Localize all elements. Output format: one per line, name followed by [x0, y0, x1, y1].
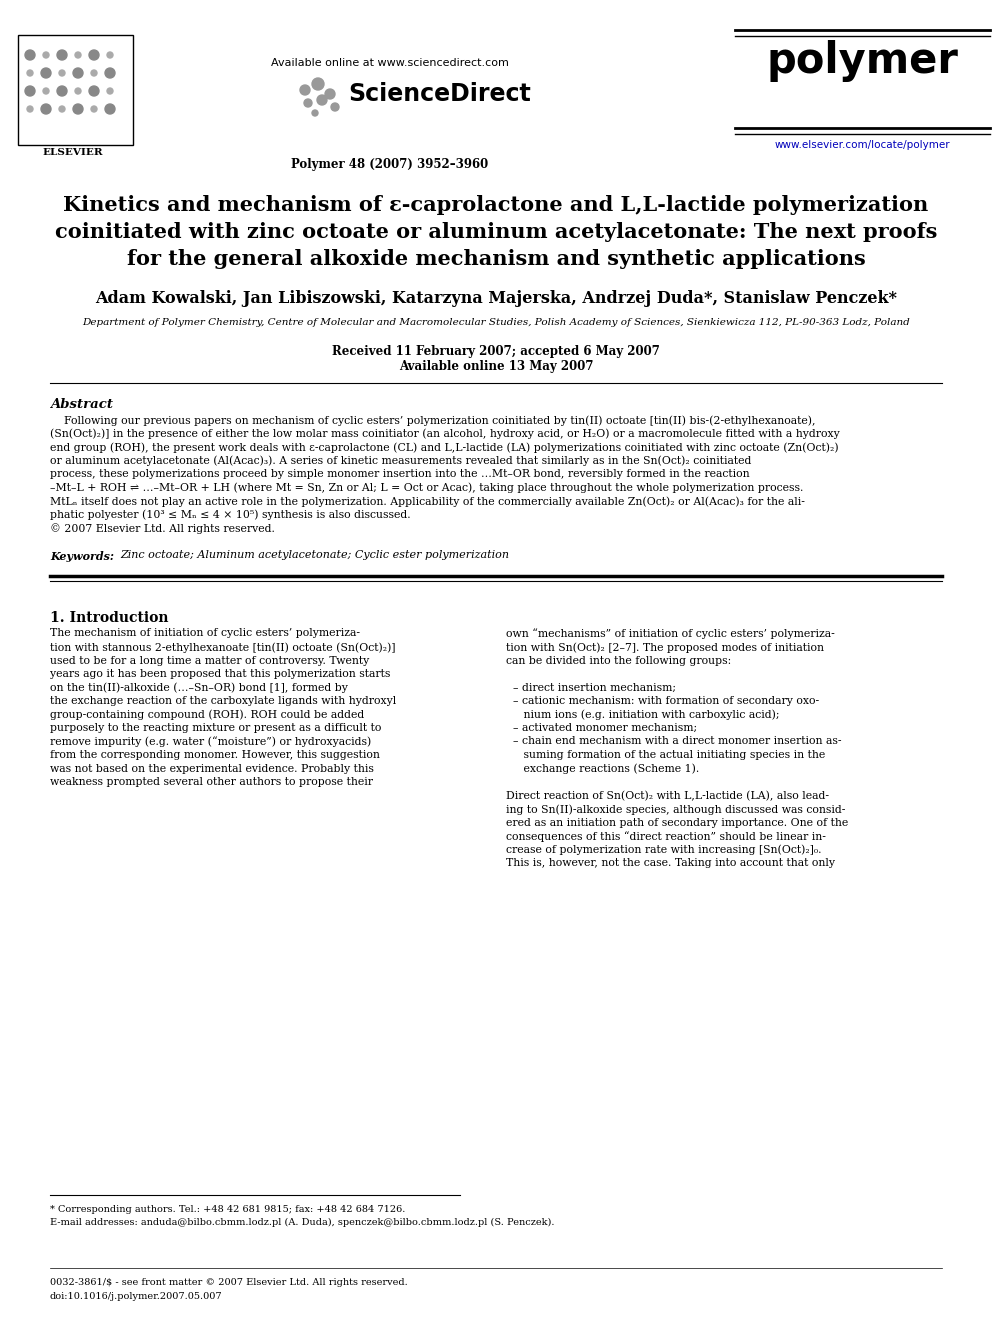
Text: was not based on the experimental evidence. Probably this: was not based on the experimental eviden… [50, 763, 374, 774]
Text: Received 11 February 2007; accepted 6 May 2007: Received 11 February 2007; accepted 6 Ma… [332, 345, 660, 359]
Text: suming formation of the actual initiating species in the: suming formation of the actual initiatin… [506, 750, 825, 759]
Circle shape [317, 95, 327, 105]
Text: ELSEVIER: ELSEVIER [43, 148, 103, 157]
Circle shape [312, 110, 318, 116]
Circle shape [105, 67, 115, 78]
Circle shape [325, 89, 335, 99]
Circle shape [89, 86, 99, 97]
Text: years ago it has been proposed that this polymerization starts: years ago it has been proposed that this… [50, 669, 391, 679]
Text: This is, however, not the case. Taking into account that only: This is, however, not the case. Taking i… [506, 859, 835, 868]
Bar [18, 34, 133, 146]
Circle shape [304, 99, 312, 107]
Circle shape [91, 70, 97, 75]
Text: ScienceDirect: ScienceDirect [348, 82, 531, 106]
Text: Available online 13 May 2007: Available online 13 May 2007 [399, 360, 593, 373]
Text: 1. Introduction: 1. Introduction [50, 610, 169, 624]
Text: ered as an initiation path of secondary importance. One of the: ered as an initiation path of secondary … [506, 818, 848, 827]
Text: for the general alkoxide mechanism and synthetic applications: for the general alkoxide mechanism and s… [127, 249, 865, 269]
Circle shape [105, 105, 115, 114]
Circle shape [107, 89, 113, 94]
Circle shape [59, 70, 65, 75]
Circle shape [312, 78, 324, 90]
Circle shape [57, 86, 67, 97]
Circle shape [43, 52, 49, 58]
Text: Zinc octoate; Aluminum acetylacetonate; Cyclic ester polymerization: Zinc octoate; Aluminum acetylacetonate; … [120, 550, 509, 561]
Circle shape [331, 103, 339, 111]
Text: group-containing compound (ROH). ROH could be added: group-containing compound (ROH). ROH cou… [50, 709, 364, 720]
Text: the exchange reaction of the carboxylate ligands with hydroxyl: the exchange reaction of the carboxylate… [50, 696, 396, 706]
Text: or aluminum acetylacetonate (Al(Acac)₃). A series of kinetic measurements reveal: or aluminum acetylacetonate (Al(Acac)₃).… [50, 455, 751, 466]
Text: nium ions (e.g. initiation with carboxylic acid);: nium ions (e.g. initiation with carboxyl… [506, 709, 780, 720]
Circle shape [73, 67, 83, 78]
Text: Available online at www.sciencedirect.com: Available online at www.sciencedirect.co… [271, 58, 509, 67]
Text: Polymer 48 (2007) 3952–3960: Polymer 48 (2007) 3952–3960 [292, 157, 489, 171]
Text: phatic polyester (10³ ≤ Mₙ ≤ 4 × 10⁵) synthesis is also discussed.: phatic polyester (10³ ≤ Mₙ ≤ 4 × 10⁵) sy… [50, 509, 411, 520]
Text: – cationic mechanism: with formation of secondary oxo-: – cationic mechanism: with formation of … [506, 696, 819, 706]
Circle shape [107, 52, 113, 58]
Text: coinitiated with zinc octoate or aluminum acetylacetonate: The next proofs: coinitiated with zinc octoate or aluminu… [55, 222, 937, 242]
Text: used to be for a long time a matter of controversy. Twenty: used to be for a long time a matter of c… [50, 655, 369, 665]
Text: Abstract: Abstract [50, 398, 113, 411]
Circle shape [25, 50, 35, 60]
Circle shape [75, 89, 81, 94]
Text: process, these polymerizations proceed by simple monomer insertion into the …Mt–: process, these polymerizations proceed b… [50, 468, 750, 479]
Text: Adam Kowalski, Jan Libiszowski, Katarzyna Majerska, Andrzej Duda*, Stanislaw Pen: Adam Kowalski, Jan Libiszowski, Katarzyn… [95, 290, 897, 307]
Text: exchange reactions (Scheme 1).: exchange reactions (Scheme 1). [506, 763, 699, 774]
Circle shape [25, 86, 35, 97]
Text: tion with Sn(Oct)₂ [2–7]. The proposed modes of initiation: tion with Sn(Oct)₂ [2–7]. The proposed m… [506, 642, 824, 652]
Circle shape [43, 89, 49, 94]
Text: crease of polymerization rate with increasing [Sn(Oct)₂]₀.: crease of polymerization rate with incre… [506, 844, 821, 855]
Text: ing to Sn(II)-alkoxide species, although discussed was consid-: ing to Sn(II)-alkoxide species, although… [506, 804, 845, 815]
Text: weakness prompted several other authors to propose their: weakness prompted several other authors … [50, 777, 373, 787]
Circle shape [41, 67, 51, 78]
Text: from the corresponding monomer. However, this suggestion: from the corresponding monomer. However,… [50, 750, 380, 759]
Circle shape [27, 106, 33, 112]
Text: Kinetics and mechanism of ε-caprolactone and L,L-lactide polymerization: Kinetics and mechanism of ε-caprolactone… [63, 194, 929, 216]
Text: Department of Polymer Chemistry, Centre of Molecular and Macromolecular Studies,: Department of Polymer Chemistry, Centre … [82, 318, 910, 327]
Text: MtLₙ itself does not play an active role in the polymerization. Applicability of: MtLₙ itself does not play an active role… [50, 496, 805, 507]
Circle shape [27, 70, 33, 75]
Circle shape [41, 105, 51, 114]
Text: Keywords:: Keywords: [50, 550, 114, 561]
Text: on the tin(II)-alkoxide (…–Sn–OR) bond [1], formed by: on the tin(II)-alkoxide (…–Sn–OR) bond [… [50, 683, 348, 693]
Text: 0032-3861/$ - see front matter © 2007 Elsevier Ltd. All rights reserved.: 0032-3861/$ - see front matter © 2007 El… [50, 1278, 408, 1287]
Text: polymer: polymer [766, 40, 958, 82]
Text: www.elsevier.com/locate/polymer: www.elsevier.com/locate/polymer [774, 140, 949, 149]
Text: – direct insertion mechanism;: – direct insertion mechanism; [506, 683, 676, 692]
Text: Direct reaction of Sn(Oct)₂ with L,L-lactide (LA), also lead-: Direct reaction of Sn(Oct)₂ with L,L-lac… [506, 791, 829, 800]
Text: consequences of this “direct reaction” should be linear in-: consequences of this “direct reaction” s… [506, 831, 826, 841]
Text: (Sn(Oct)₂)] in the presence of either the low molar mass coinitiator (an alcohol: (Sn(Oct)₂)] in the presence of either th… [50, 429, 840, 439]
Text: own “mechanisms” of initiation of cyclic esters’ polymeriza-: own “mechanisms” of initiation of cyclic… [506, 628, 834, 639]
Circle shape [59, 106, 65, 112]
Text: – chain end mechanism with a direct monomer insertion as-: – chain end mechanism with a direct mono… [506, 737, 841, 746]
Text: tion with stannous 2-ethylhexanoate [tin(II) octoate (Sn(Oct)₂)]: tion with stannous 2-ethylhexanoate [tin… [50, 642, 396, 652]
Text: –Mt–L + ROH ⇌ …–Mt–OR + LH (where Mt = Sn, Zn or Al; L = Oct or Acac), taking pl: –Mt–L + ROH ⇌ …–Mt–OR + LH (where Mt = S… [50, 483, 804, 493]
Text: end group (ROH), the present work deals with ε-caprolactone (CL) and L,L-lactide: end group (ROH), the present work deals … [50, 442, 838, 452]
Circle shape [89, 50, 99, 60]
Circle shape [75, 52, 81, 58]
Text: © 2007 Elsevier Ltd. All rights reserved.: © 2007 Elsevier Ltd. All rights reserved… [50, 523, 275, 533]
Text: can be divided into the following groups:: can be divided into the following groups… [506, 655, 731, 665]
Circle shape [91, 106, 97, 112]
Text: Following our previous papers on mechanism of cyclic esters’ polymerization coin: Following our previous papers on mechani… [50, 415, 815, 426]
Text: E-mail addresses: anduda@bilbo.cbmm.lodz.pl (A. Duda), spenczek@bilbo.cbmm.lodz.: E-mail addresses: anduda@bilbo.cbmm.lodz… [50, 1218, 555, 1228]
Text: * Corresponding authors. Tel.: +48 42 681 9815; fax: +48 42 684 7126.: * Corresponding authors. Tel.: +48 42 68… [50, 1205, 406, 1215]
Circle shape [300, 85, 310, 95]
Text: purposely to the reacting mixture or present as a difficult to: purposely to the reacting mixture or pre… [50, 722, 381, 733]
Text: remove impurity (e.g. water (“moisture”) or hydroxyacids): remove impurity (e.g. water (“moisture”)… [50, 737, 371, 747]
Text: – activated monomer mechanism;: – activated monomer mechanism; [506, 722, 697, 733]
Circle shape [57, 50, 67, 60]
Text: The mechanism of initiation of cyclic esters’ polymeriza-: The mechanism of initiation of cyclic es… [50, 628, 360, 639]
Circle shape [73, 105, 83, 114]
Text: doi:10.1016/j.polymer.2007.05.007: doi:10.1016/j.polymer.2007.05.007 [50, 1293, 222, 1301]
